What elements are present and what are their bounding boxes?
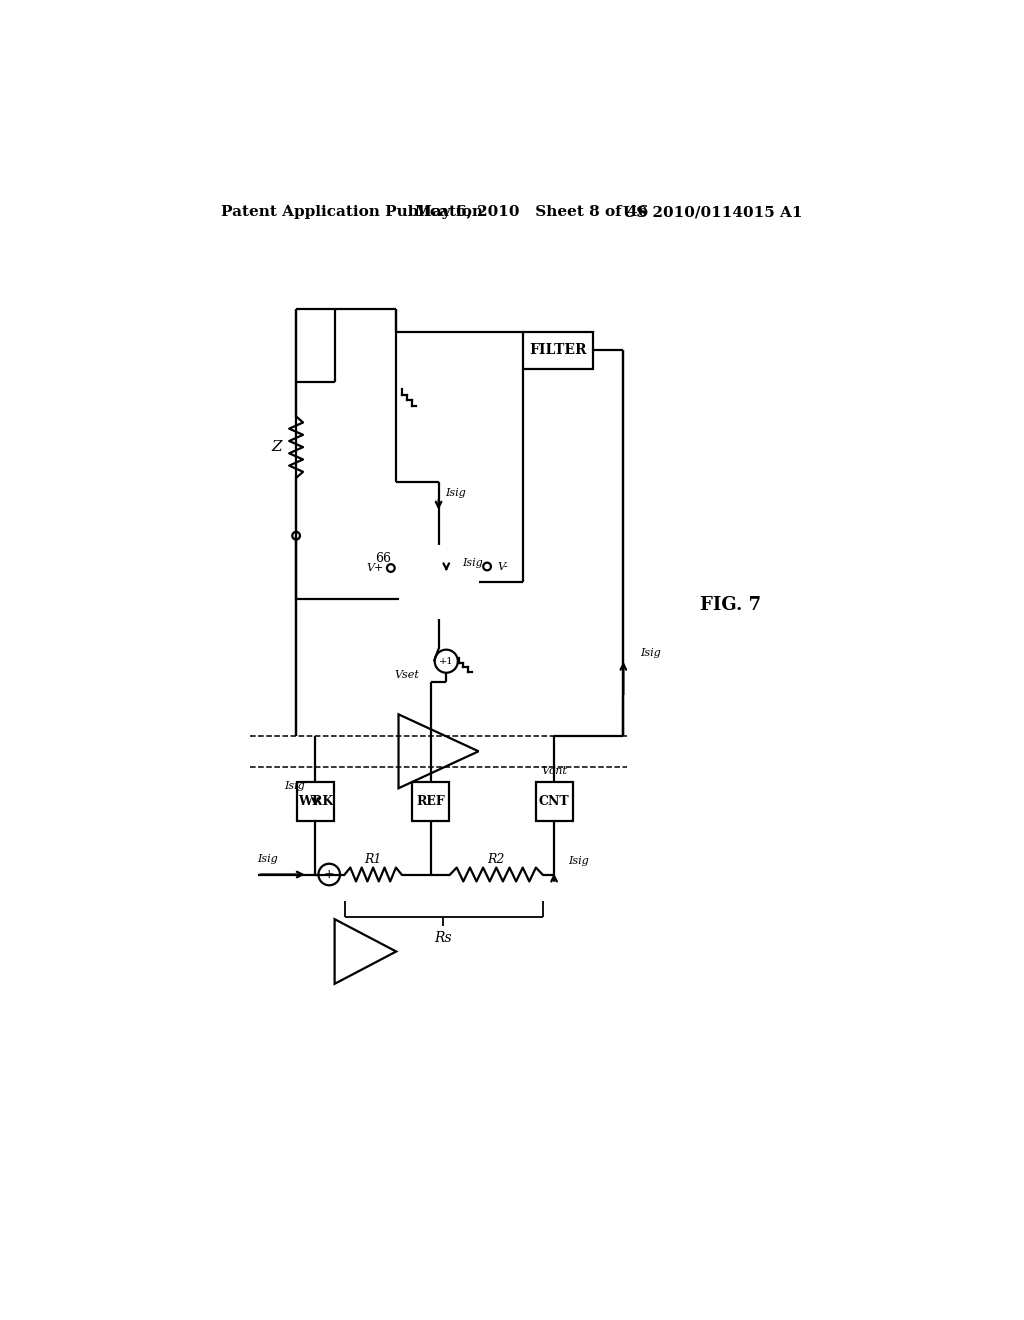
Text: FIG. 7: FIG. 7 — [700, 597, 762, 614]
Text: +1: +1 — [439, 657, 454, 665]
Text: Vcnt: Vcnt — [541, 767, 567, 776]
Text: US 2010/0114015 A1: US 2010/0114015 A1 — [624, 206, 803, 219]
Bar — [536, 781, 572, 821]
Text: May 6, 2010   Sheet 8 of 46: May 6, 2010 Sheet 8 of 46 — [416, 206, 649, 219]
Text: Isig: Isig — [285, 781, 305, 791]
Bar — [413, 781, 450, 821]
Text: Isig: Isig — [640, 648, 662, 657]
Bar — [297, 781, 334, 821]
Text: REF: REF — [417, 795, 445, 808]
Text: R1: R1 — [365, 853, 382, 866]
Text: Isig: Isig — [445, 488, 466, 499]
Text: Isig: Isig — [568, 855, 589, 866]
Text: Z: Z — [271, 440, 283, 454]
Text: Patent Application Publication: Patent Application Publication — [221, 206, 483, 219]
Text: +: + — [324, 869, 335, 880]
Text: WRK: WRK — [298, 795, 333, 808]
Text: V-: V- — [497, 561, 508, 572]
Text: Vset: Vset — [394, 671, 419, 680]
Text: CNT: CNT — [539, 795, 569, 808]
Text: Isig: Isig — [462, 557, 482, 568]
Text: FILTER: FILTER — [529, 343, 587, 358]
Text: R2: R2 — [487, 853, 505, 866]
Text: Rs: Rs — [434, 932, 452, 945]
Text: 66: 66 — [375, 552, 391, 565]
Text: Isig: Isig — [258, 854, 279, 865]
Bar — [523, 331, 593, 368]
Text: V+: V+ — [367, 564, 384, 573]
